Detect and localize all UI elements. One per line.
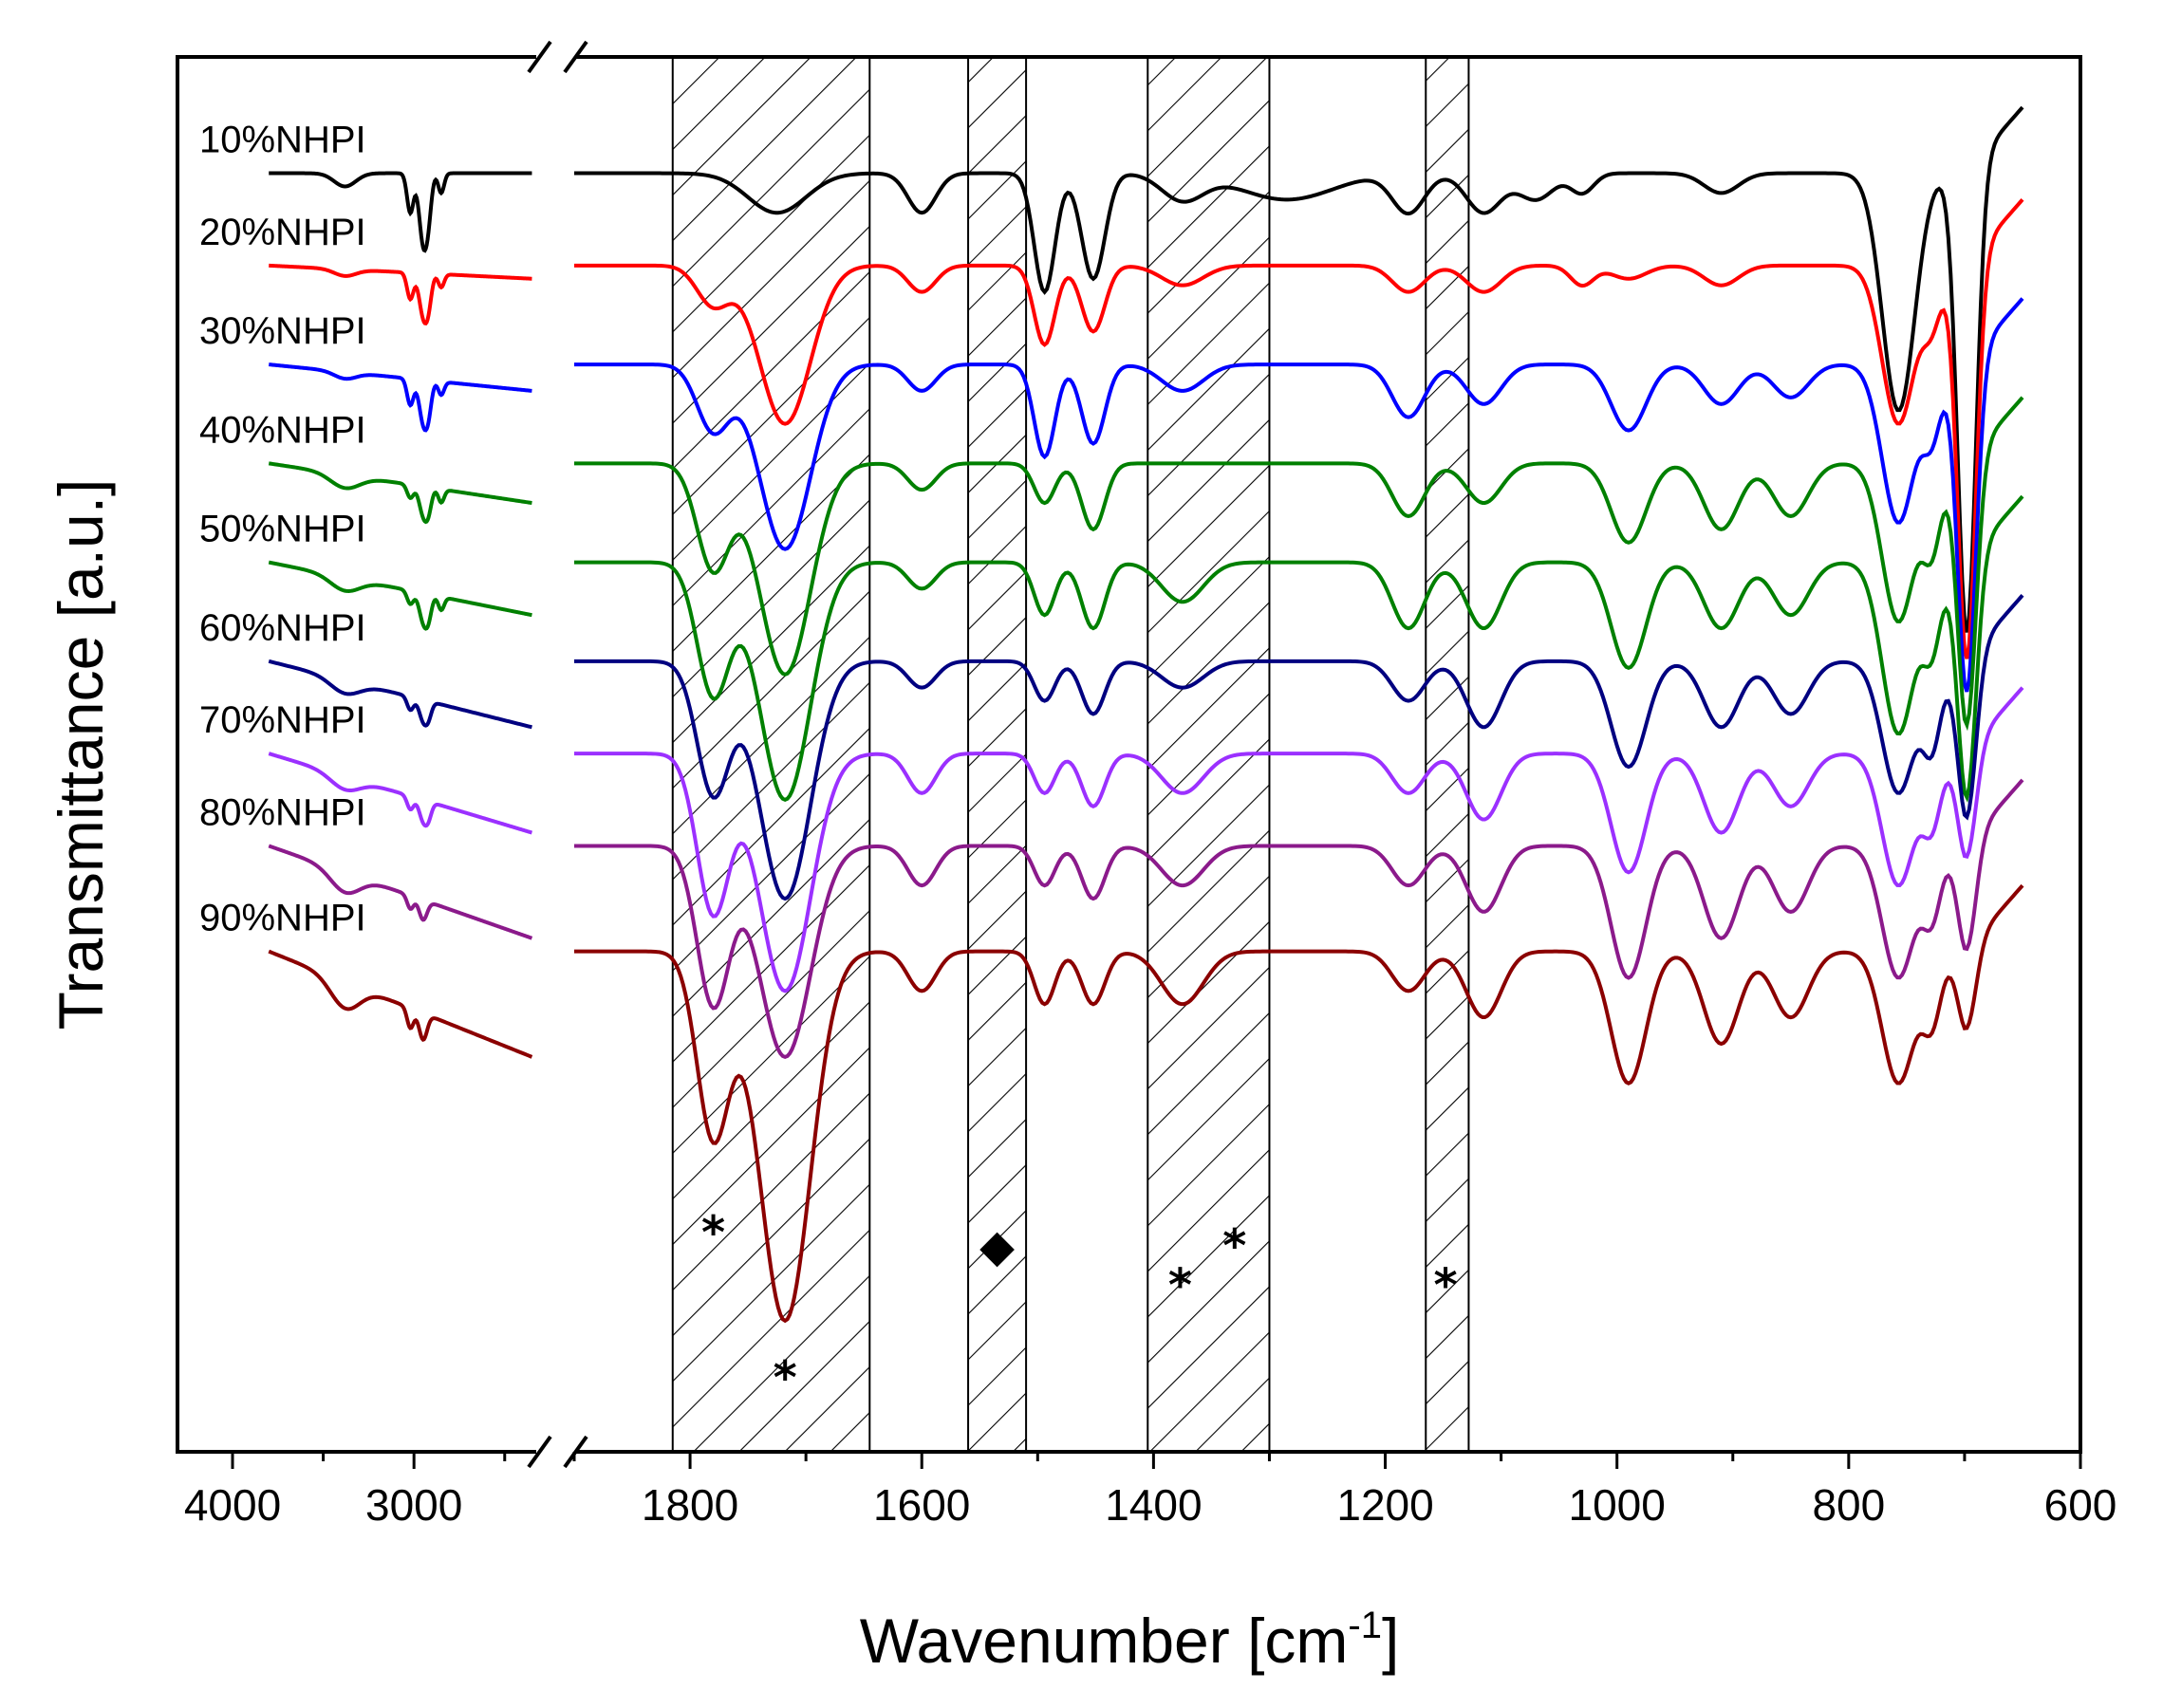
- series-line-left-7: [268, 844, 533, 940]
- break-slash-b-0: [563, 40, 588, 74]
- series-line-right-1: [574, 198, 2024, 659]
- tick-label-right-2: 1400: [1105, 1480, 1202, 1530]
- peak-marker-1: *: [774, 1351, 797, 1404]
- series-label-4: 50%NHPI: [199, 509, 366, 550]
- peak-marker-5: *: [1433, 1259, 1457, 1312]
- x-axis-ticks: 4000 3000 1800 1600 1400 1200 1000 800 600: [184, 1452, 2117, 1530]
- series-line-left-6: [268, 752, 533, 835]
- series-line-right-6: [574, 686, 2024, 993]
- tick-label-right-5: 800: [1812, 1480, 1885, 1530]
- peak-marker-3: *: [1168, 1259, 1192, 1312]
- tick-label-left-1: 3000: [365, 1480, 462, 1530]
- tick-label-right-4: 1000: [1569, 1480, 1666, 1530]
- series-label-3: 40%NHPI: [199, 409, 366, 451]
- x-axis-title: Wavenumber [cm-1]: [860, 1605, 1400, 1676]
- series-line-right-0: [574, 105, 2024, 633]
- shaded-region-3: [1425, 56, 1470, 1453]
- series-line-left-5: [268, 659, 532, 730]
- series-label-8: 90%NHPI: [199, 898, 366, 939]
- tick-label-right-1: 1600: [873, 1480, 970, 1530]
- tick-label-left-0: 4000: [184, 1480, 281, 1530]
- series-line-right-8: [574, 883, 2024, 1324]
- series-label-0: 10%NHPI: [199, 120, 366, 161]
- peak-marker-0: *: [701, 1206, 725, 1259]
- series-line-left-2: [269, 362, 532, 433]
- series-line-right-3: [574, 396, 2024, 732]
- peak-marker-2: ◆: [979, 1219, 1015, 1272]
- peak-markers: * * ◆ * * *: [701, 1206, 1458, 1404]
- series-labels: 10%NHPI 20%NHPI 30%NHPI 40%NHPI 50%NHPI 60%NH…: [199, 120, 366, 939]
- series-line-right-2: [574, 297, 2024, 693]
- series-line-right-5: [574, 594, 2024, 901]
- spectra-series: [268, 105, 2024, 1324]
- tick-label-right-3: 1200: [1336, 1480, 1433, 1530]
- series-line-left-3: [268, 461, 532, 525]
- series-line-right-7: [574, 778, 2024, 1059]
- series-label-6: 70%NHPI: [199, 699, 366, 741]
- break-slash-a-1: [527, 1435, 552, 1469]
- y-axis-title: Transmittance [a.u.]: [46, 479, 116, 1030]
- series-label-7: 80%NHPI: [199, 791, 366, 833]
- series-label-1: 20%NHPI: [199, 212, 366, 253]
- tick-label-right-6: 600: [2044, 1480, 2117, 1530]
- series-label-2: 30%NHPI: [199, 310, 366, 352]
- series-line-left-4: [268, 560, 532, 631]
- series-line-left-1: [269, 263, 532, 325]
- series-line-left-8: [268, 949, 533, 1059]
- peak-marker-4: *: [1222, 1219, 1246, 1272]
- plot-frame: [176, 55, 2082, 1454]
- tick-label-right-0: 1800: [642, 1480, 738, 1530]
- break-slash-a-0: [527, 40, 552, 74]
- series-line-left-0: [269, 171, 532, 253]
- series-label-5: 60%NHPI: [199, 607, 366, 649]
- series-line-right-4: [574, 494, 2024, 803]
